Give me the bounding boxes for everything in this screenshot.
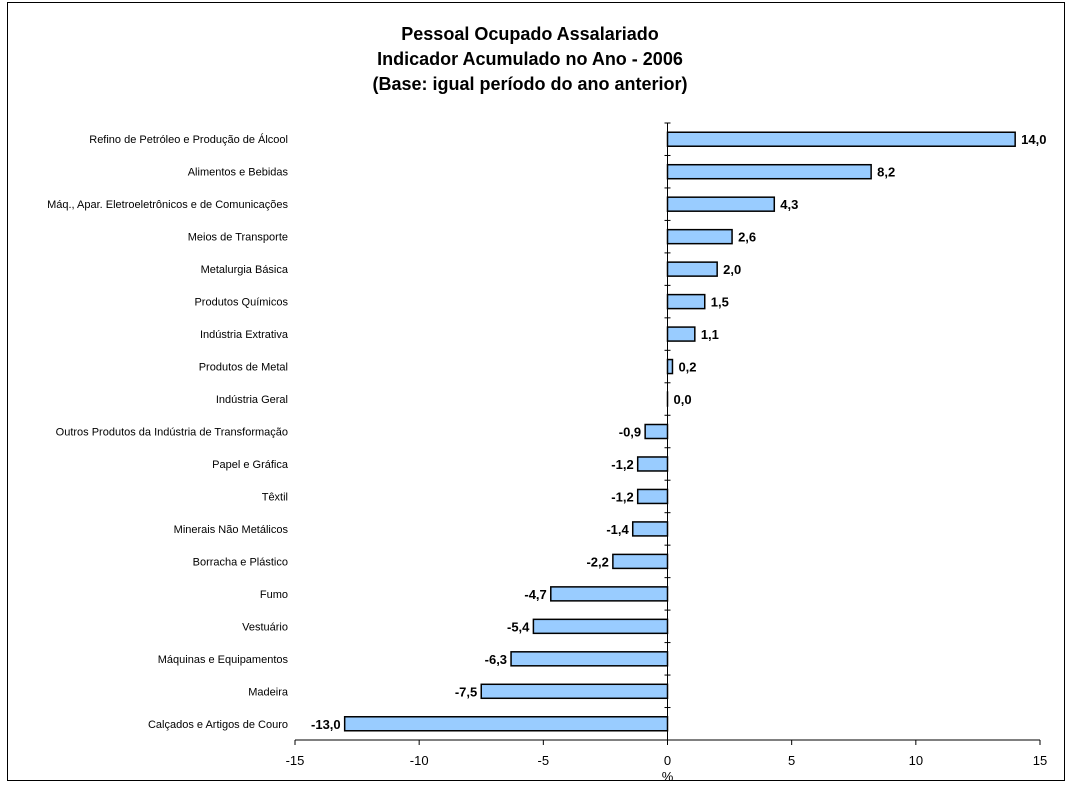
value-label: 1,5 — [711, 295, 729, 310]
category-label: Borracha e Plástico — [193, 556, 288, 568]
x-tick-label: -10 — [410, 753, 429, 768]
x-tick-label: -5 — [538, 753, 550, 768]
bar — [550, 586, 669, 602]
x-tick-label: 0 — [664, 753, 671, 768]
bar — [666, 131, 1016, 147]
x-axis-label: % — [662, 769, 674, 784]
category-label: Outros Produtos da Indústria de Transfor… — [56, 427, 288, 439]
bar — [612, 553, 669, 570]
category-label: Vestuário — [242, 621, 288, 633]
value-label: 2,0 — [723, 262, 741, 277]
category-label: Madeira — [248, 686, 289, 698]
category-label: Máq., Apar. Eletroeletrônicos e de Comun… — [47, 199, 288, 211]
bar — [666, 228, 733, 245]
value-label: -6,3 — [485, 652, 507, 667]
value-label: 0,0 — [674, 392, 692, 407]
chart-title-line-2: Indicador Acumulado no Ano - 2006 — [377, 49, 683, 69]
value-label: 1,1 — [701, 327, 719, 342]
value-label: 8,2 — [877, 165, 895, 180]
category-label: Produtos Químicos — [194, 297, 288, 309]
value-label: -2,2 — [586, 554, 608, 569]
category-label: Produtos de Metal — [199, 362, 288, 374]
value-label: 0,2 — [678, 360, 696, 375]
category-label: Meios de Transporte — [188, 232, 288, 244]
bar — [644, 423, 669, 440]
category-label: Refino de Petróleo e Produção de Álcool — [89, 133, 288, 146]
bar — [636, 456, 669, 472]
category-label: Indústria Extrativa — [200, 329, 289, 341]
category-label: Minerais Não Metálicos — [174, 524, 289, 536]
category-label: Papel e Gráfica — [212, 459, 289, 471]
value-label: -5,4 — [507, 619, 530, 634]
category-label: Alimentos e Bebidas — [188, 167, 289, 179]
value-label: 4,3 — [780, 197, 798, 212]
x-tick-label: 15 — [1033, 753, 1047, 768]
bar — [343, 716, 669, 732]
x-tick-label: 10 — [909, 753, 923, 768]
chart-title-line-1: Pessoal Ocupado Assalariado — [401, 24, 658, 44]
value-label: -1,4 — [606, 522, 629, 537]
bar — [631, 521, 669, 537]
value-label: -4,7 — [524, 587, 546, 602]
bar — [636, 488, 669, 505]
bar — [666, 196, 776, 212]
category-label: Têxtil — [262, 491, 288, 503]
bar — [510, 651, 669, 667]
bar — [666, 261, 718, 277]
bar — [666, 326, 696, 342]
x-tick-label: -15 — [286, 753, 305, 768]
x-tick-label: 5 — [788, 753, 795, 768]
value-label: -7,5 — [455, 684, 477, 699]
value-label: -0,9 — [619, 425, 641, 440]
category-label: Calçados e Artigos de Couro — [148, 719, 288, 731]
bar — [666, 293, 706, 310]
value-label: 2,6 — [738, 230, 756, 245]
bar — [666, 163, 872, 180]
category-label: Fumo — [260, 589, 288, 601]
category-label: Metalurgia Básica — [201, 264, 289, 276]
bar — [666, 358, 674, 375]
value-label: -1,2 — [611, 489, 633, 504]
value-label: -13,0 — [311, 717, 341, 732]
category-label: Máquinas e Equipamentos — [158, 654, 289, 666]
value-label: 14,0 — [1021, 132, 1046, 147]
value-label: -1,2 — [611, 457, 633, 472]
bar — [532, 618, 669, 635]
chart-title-line-3: (Base: igual período do ano anterior) — [372, 74, 687, 94]
bar — [480, 683, 669, 700]
category-label: Indústria Geral — [216, 394, 288, 406]
